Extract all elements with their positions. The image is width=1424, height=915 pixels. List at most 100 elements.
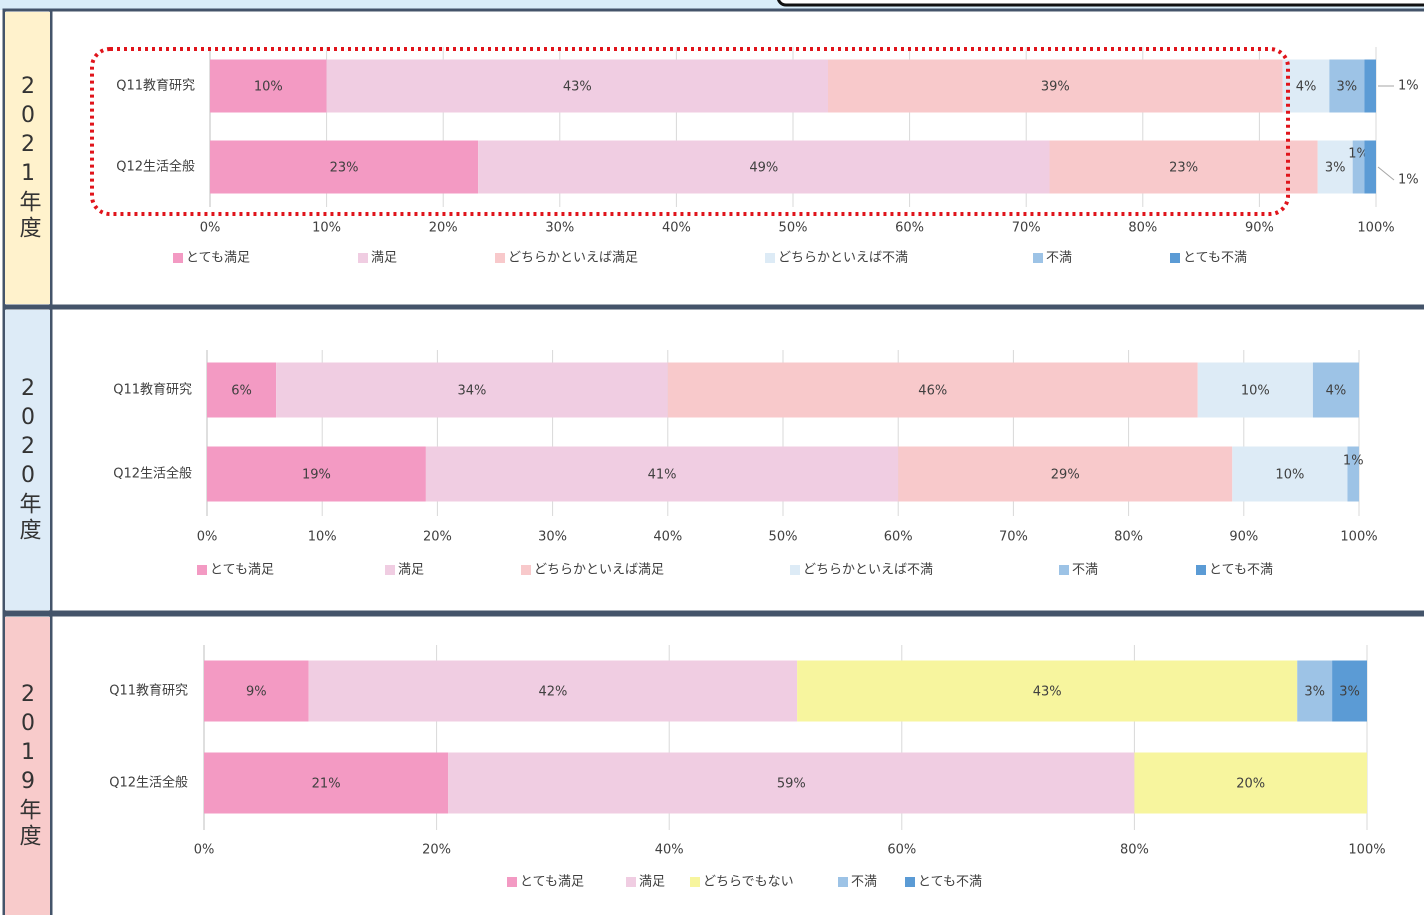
legend-label: とても満足 (186, 251, 250, 266)
leader-line (1377, 166, 1395, 181)
panel (2, 8, 1424, 308)
value-label: 21% (312, 777, 341, 792)
bar-segment (207, 446, 426, 502)
value-label: 10% (1275, 468, 1304, 483)
bar-segment (326, 59, 828, 113)
value-label: 1% (1343, 454, 1364, 469)
x-tick-label: 70% (999, 530, 1028, 545)
bar-segment (1332, 660, 1367, 722)
bar-segment (210, 59, 327, 113)
bar-segment (1329, 59, 1365, 113)
bar-segment (1134, 752, 1367, 814)
x-tick-label: 70% (1012, 221, 1041, 236)
bar-segment (797, 660, 1298, 722)
legend-swatch (1033, 253, 1043, 263)
top-strip (0, 0, 1424, 10)
legend-swatch (358, 253, 368, 263)
x-tick-label: 20% (422, 843, 451, 858)
legend-swatch (1170, 253, 1180, 263)
x-tick-label: 60% (887, 843, 916, 858)
value-label: 20% (1236, 777, 1265, 792)
x-tick-label: 60% (895, 221, 924, 236)
x-tick-label: 80% (1120, 843, 1149, 858)
legend-swatch (521, 565, 531, 575)
legend-swatch (507, 877, 517, 887)
value-label: 1% (1398, 79, 1419, 94)
x-tick-label: 20% (429, 221, 458, 236)
bar-segment (1364, 59, 1376, 113)
value-label: 3% (1304, 685, 1325, 700)
legend-swatch (1196, 565, 1206, 575)
x-tick-label: 80% (1114, 530, 1143, 545)
legend-label: とても不満 (918, 875, 982, 890)
x-tick-label: 40% (662, 221, 691, 236)
value-label: 43% (1033, 685, 1062, 700)
value-label: 3% (1339, 685, 1360, 700)
x-tick-label: 30% (545, 221, 574, 236)
legend-swatch (626, 877, 636, 887)
panel (2, 306, 1424, 614)
category-label: Q12生活全般 (109, 775, 188, 791)
legend-label: どちらかといえば満足 (508, 251, 638, 266)
bar-segment (1049, 140, 1318, 194)
legend-label: どちらかといえば不満 (778, 251, 908, 266)
x-tick-label: 90% (1245, 221, 1274, 236)
x-tick-label: 0% (194, 843, 215, 858)
legend-swatch (905, 877, 915, 887)
highlight-box (90, 47, 1290, 216)
bar-segment (1297, 660, 1333, 722)
x-tick-label: 10% (308, 530, 337, 545)
x-tick-label: 60% (884, 530, 913, 545)
bar-segment (204, 660, 309, 722)
legend-swatch (838, 877, 848, 887)
legend-label: 不満 (1046, 251, 1072, 266)
bar-segment (448, 752, 1135, 814)
bar-segment (827, 59, 1283, 113)
bar-segment (204, 752, 449, 814)
top-box (776, 0, 1424, 7)
year-label: 2020年度 (5, 310, 50, 610)
x-tick-label: 100% (1340, 530, 1377, 545)
value-label: 1% (1348, 147, 1369, 162)
legend-swatch (1059, 565, 1069, 575)
legend-label: とても満足 (210, 563, 274, 578)
value-label: 4% (1296, 80, 1317, 95)
x-tick-label: 80% (1128, 221, 1157, 236)
legend-label: とても満足 (520, 875, 584, 890)
bar-segment (478, 140, 1050, 194)
value-label: 41% (648, 468, 677, 483)
x-tick-label: 0% (197, 530, 218, 545)
value-label: 1% (1398, 173, 1419, 188)
legend-swatch (197, 565, 207, 575)
value-label: 42% (538, 685, 567, 700)
x-tick-label: 50% (779, 221, 808, 236)
x-tick-label: 100% (1348, 843, 1385, 858)
legend-label: 満足 (371, 251, 397, 266)
value-label: 23% (330, 161, 359, 176)
x-tick-label: 20% (423, 530, 452, 545)
x-tick-label: 10% (312, 221, 341, 236)
x-tick-label: 0% (200, 221, 221, 236)
bar-segment (1352, 140, 1365, 194)
year-label: 2021年度 (5, 12, 50, 304)
value-label: 23% (1169, 161, 1198, 176)
category-label: Q11教育研究 (113, 382, 192, 398)
bar-segment (1364, 140, 1376, 194)
x-tick-label: 100% (1357, 221, 1394, 236)
panel (2, 613, 1424, 915)
category-label: Q11教育研究 (109, 683, 188, 699)
value-label: 29% (1051, 468, 1080, 483)
legend-label: 不満 (1072, 563, 1098, 578)
legend-label: どちらかといえば不満 (803, 563, 933, 578)
value-label: 3% (1337, 80, 1358, 95)
legend-label: どちらでもない (703, 875, 794, 890)
bar-segment (308, 660, 798, 722)
value-label: 34% (458, 384, 487, 399)
bar-segment (667, 362, 1198, 418)
x-tick-label: 40% (653, 530, 682, 545)
legend-swatch (385, 565, 395, 575)
bar-segment (1282, 59, 1330, 113)
x-tick-label: 40% (655, 843, 684, 858)
bar-segment (1197, 362, 1313, 418)
bar-segment (425, 446, 899, 502)
